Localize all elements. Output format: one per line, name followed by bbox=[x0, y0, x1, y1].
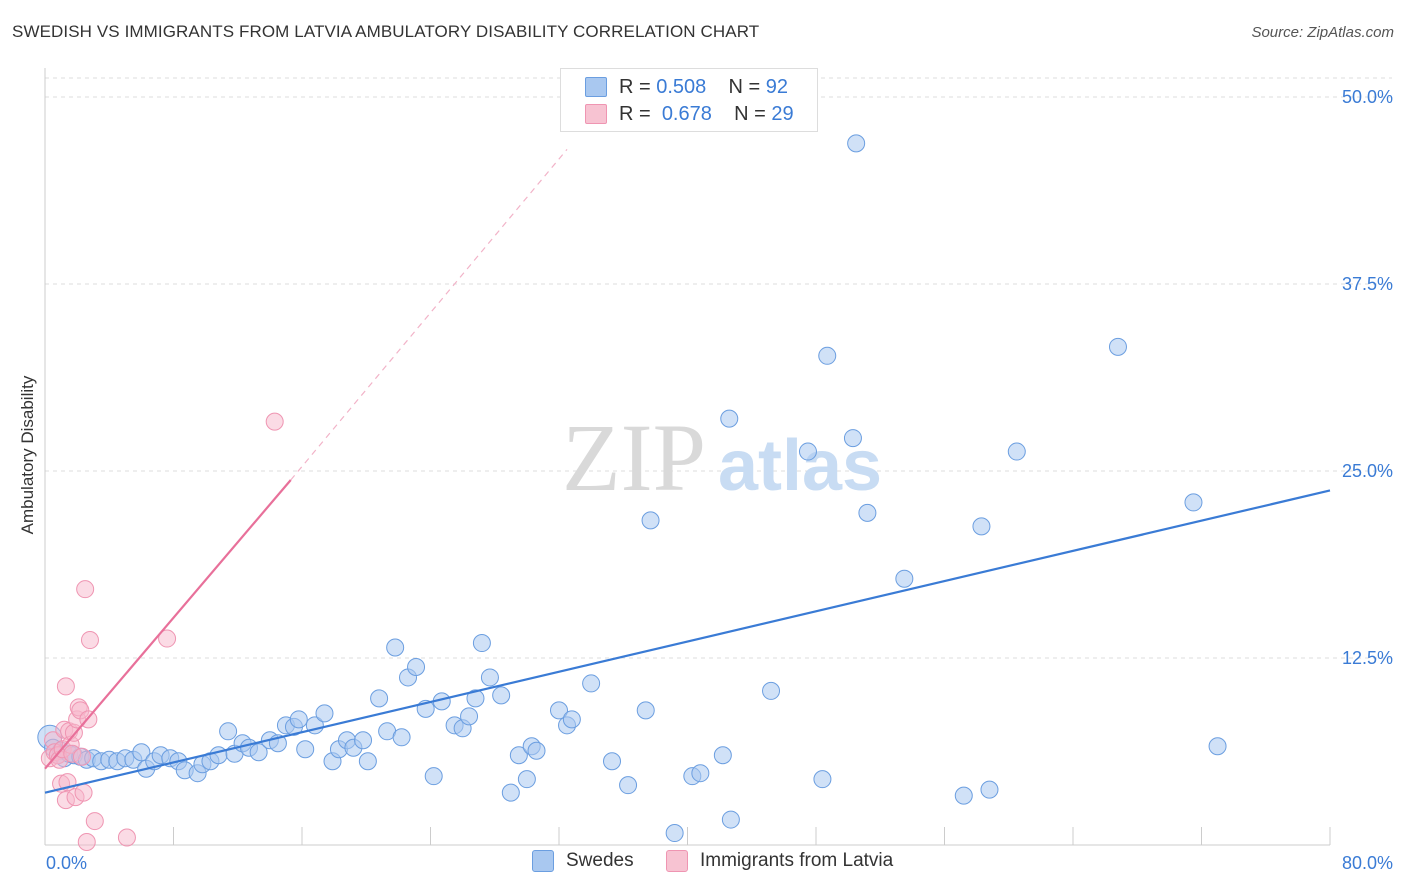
legend-r-value: 0.508 bbox=[656, 75, 707, 98]
swedes-point bbox=[466, 689, 485, 708]
y-tick-label: 50.0% bbox=[1342, 87, 1393, 107]
swedes-point bbox=[843, 429, 862, 448]
swedes-point bbox=[1007, 442, 1026, 461]
latvia-point bbox=[265, 412, 284, 431]
swedes-point bbox=[641, 511, 660, 530]
swedes-point bbox=[858, 503, 877, 522]
chart-source: Source: ZipAtlas.com bbox=[1251, 24, 1394, 41]
swedes-point bbox=[798, 442, 817, 461]
swedes-trendline bbox=[44, 489, 1331, 794]
legend-n-value: 29 bbox=[771, 102, 794, 125]
swedes-point bbox=[392, 728, 411, 747]
swedes-point bbox=[407, 657, 426, 676]
swedes-point bbox=[370, 689, 389, 708]
x-tick-label: 80.0% bbox=[1342, 853, 1393, 873]
latvia-point bbox=[74, 783, 93, 802]
swedes-point bbox=[517, 770, 536, 789]
swedes-point bbox=[315, 704, 334, 723]
legend-n-label: N = bbox=[728, 75, 761, 98]
swedes-point bbox=[386, 638, 405, 657]
swedes-point bbox=[501, 783, 520, 802]
swedes-point bbox=[619, 776, 638, 795]
trendlines bbox=[44, 148, 1331, 794]
y-axis-label: Ambulatory Disability bbox=[18, 375, 37, 535]
swedes-point bbox=[562, 710, 581, 729]
swedes-point bbox=[219, 722, 238, 741]
swedes-swatch bbox=[585, 77, 607, 97]
tick-labels: 12.5% 25.0% 37.5% 50.0% 0.0% 80.0% bbox=[46, 87, 1393, 873]
legend-n-value: 92 bbox=[765, 75, 789, 98]
swedes-point bbox=[665, 824, 684, 843]
latvia-point bbox=[158, 629, 177, 648]
swedes-point bbox=[721, 810, 740, 829]
legend-r-value: 0.678 bbox=[661, 102, 712, 125]
swedes-point bbox=[492, 686, 511, 705]
y-tick-label: 12.5% bbox=[1342, 648, 1393, 668]
legend-n-label: N = bbox=[734, 102, 766, 125]
latvia-points bbox=[40, 412, 284, 852]
latvia-point bbox=[56, 677, 75, 696]
chart-title: SWEDISH VS IMMIGRANTS FROM LATVIA AMBULA… bbox=[12, 22, 760, 41]
axes bbox=[44, 68, 1331, 846]
swedes-point bbox=[358, 752, 377, 771]
swedes-point bbox=[289, 710, 308, 729]
legend-row-swedes: R = 0.508 N = 92 bbox=[585, 75, 788, 99]
latvia-point bbox=[77, 833, 96, 852]
latvia-point bbox=[117, 828, 136, 847]
x-tick-label: 0.0% bbox=[46, 853, 87, 873]
swedes-point bbox=[249, 743, 268, 762]
swedes-point bbox=[954, 786, 973, 805]
swedes-point bbox=[424, 767, 443, 786]
swedes-point bbox=[972, 517, 991, 536]
legend-item-latvia: Immigrants from Latvia bbox=[666, 850, 893, 872]
swedes-point bbox=[460, 707, 479, 726]
swedes-point bbox=[132, 743, 151, 762]
latvia-point bbox=[72, 747, 91, 766]
swedes-point bbox=[895, 569, 914, 588]
swedes-point bbox=[713, 746, 732, 765]
swedes-point bbox=[527, 741, 546, 760]
correlation-legend: R = 0.508 N = 92 R = 0.678 N = 29 bbox=[560, 68, 818, 132]
latvia-swatch bbox=[585, 104, 607, 124]
swedes-point bbox=[1184, 493, 1203, 512]
swedes-point bbox=[636, 701, 655, 720]
swedes-point bbox=[209, 746, 228, 765]
latvia-legend-label: Immigrants from Latvia bbox=[700, 850, 894, 871]
latvia-trendline-extension bbox=[290, 148, 568, 481]
series-legend: Swedes Immigrants from Latvia bbox=[0, 850, 1406, 880]
swedes-point bbox=[813, 770, 832, 789]
swedes-point bbox=[1108, 337, 1127, 356]
swedes-point bbox=[818, 346, 837, 365]
swedes-point bbox=[509, 746, 528, 765]
legend-row-latvia: R = 0.678 N = 29 bbox=[585, 102, 794, 126]
latvia-point bbox=[85, 812, 104, 831]
latvia-point bbox=[80, 631, 99, 650]
swedes-point bbox=[296, 740, 315, 759]
swedes-point bbox=[582, 674, 601, 693]
latvia-legend-swatch bbox=[666, 850, 688, 872]
swedes-point bbox=[762, 681, 781, 700]
swedes-point bbox=[354, 731, 373, 750]
swedes-point bbox=[980, 780, 999, 799]
swedes-point bbox=[720, 409, 739, 428]
y-tick-label: 37.5% bbox=[1342, 274, 1393, 294]
swedes-point bbox=[480, 668, 499, 687]
latvia-point bbox=[76, 580, 95, 599]
legend-item-swedes: Swedes bbox=[532, 850, 634, 872]
legend-r-label: R = bbox=[619, 75, 651, 98]
swedes-point bbox=[550, 701, 568, 720]
swedes-legend-swatch bbox=[532, 850, 554, 872]
latvia-trendline bbox=[44, 479, 292, 770]
swedes-legend-label: Swedes bbox=[566, 850, 634, 871]
swedes-point bbox=[472, 634, 491, 653]
legend-r-label: R = bbox=[619, 102, 651, 125]
grid-lines bbox=[45, 77, 1392, 659]
swedes-point bbox=[1208, 737, 1227, 756]
swedes-point bbox=[847, 134, 866, 153]
swedes-point bbox=[603, 752, 622, 771]
watermark-zip: ZIP bbox=[562, 404, 706, 511]
y-tick-label: 25.0% bbox=[1342, 461, 1393, 481]
swedes-point bbox=[691, 764, 710, 783]
